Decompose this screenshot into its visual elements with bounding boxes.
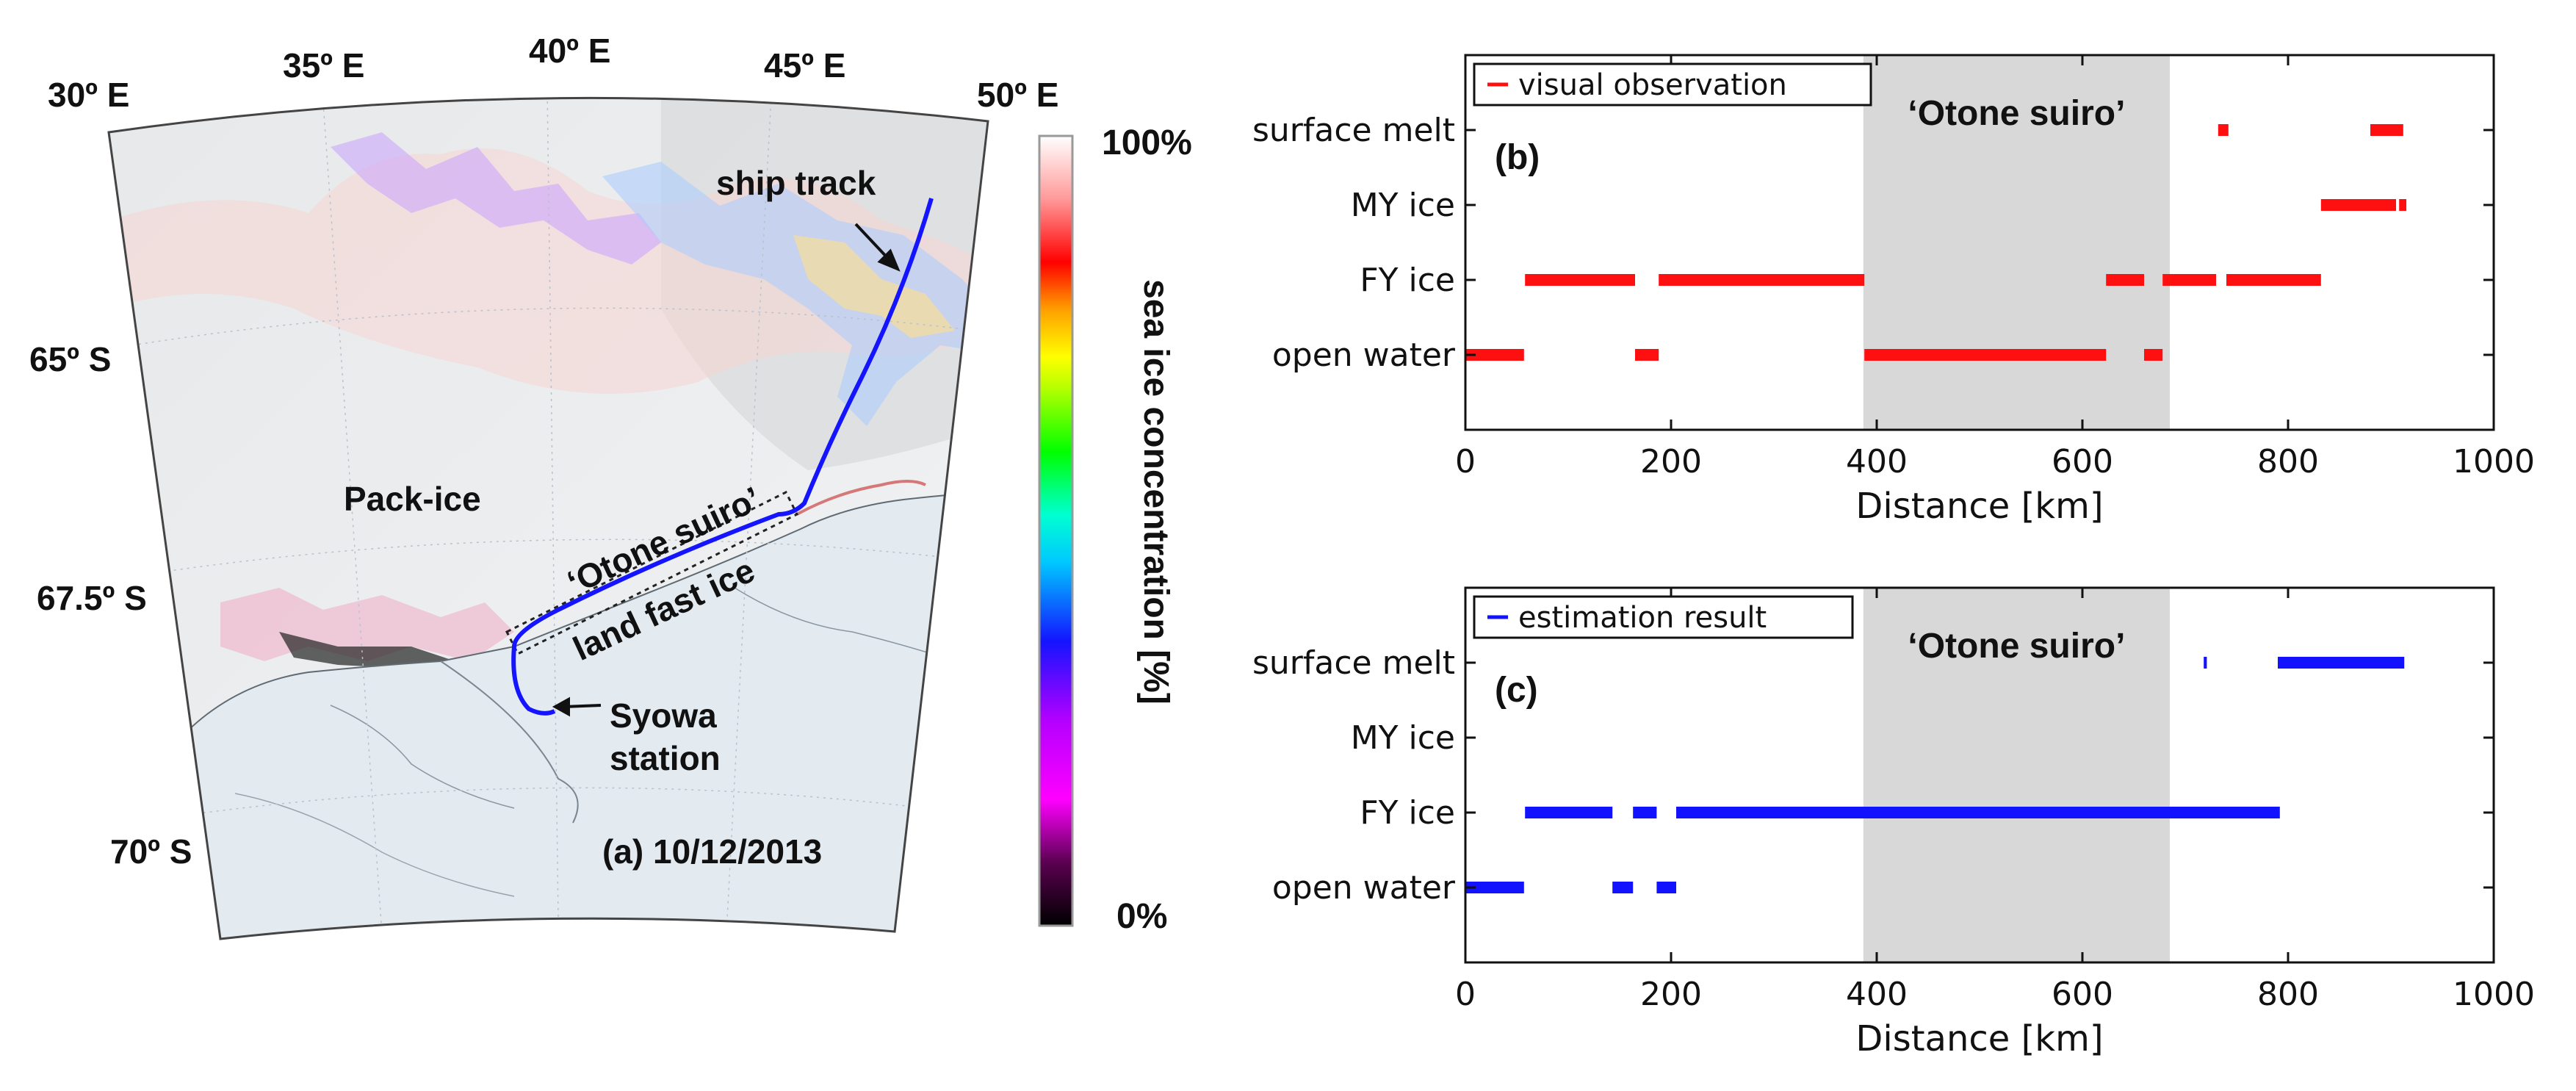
panel-a-label: (a) 10/12/2013 bbox=[602, 832, 822, 871]
lon-label-50: 50º E bbox=[977, 76, 1058, 114]
lat-label-70: 70º S bbox=[110, 832, 192, 871]
pb-xtick-label: 0 bbox=[1455, 443, 1476, 480]
coast-detail-3 bbox=[734, 587, 956, 662]
pc-xtick-label: 800 bbox=[2257, 976, 2319, 1013]
map-image bbox=[109, 98, 988, 940]
pb-otone-label: ‘Otone suiro’ bbox=[1908, 94, 2125, 133]
pc-segment bbox=[2204, 657, 2207, 669]
pc-ytick-label: surface melt bbox=[1252, 644, 1455, 682]
pb-legend-box bbox=[1473, 62, 1872, 107]
pc-panel-label: (c) bbox=[1495, 671, 1538, 710]
miz-pixels-2 bbox=[602, 162, 988, 426]
pc-segment bbox=[1525, 807, 1613, 818]
syowa-arrowhead bbox=[552, 696, 570, 717]
pc-segment bbox=[1656, 882, 1676, 893]
pb-segment bbox=[2106, 274, 2144, 286]
ship-track-line bbox=[511, 198, 934, 716]
lon-label-35: 35º E bbox=[283, 46, 364, 84]
pb-segment bbox=[2218, 124, 2229, 136]
pb-segment bbox=[2162, 274, 2216, 286]
lon-label-30: 30º E bbox=[48, 76, 129, 114]
coastal-dark-water bbox=[279, 632, 455, 669]
pb-otone-shade bbox=[1863, 55, 2170, 430]
pc-xlabel: Distance [km] bbox=[1855, 1018, 2103, 1059]
pb-xtick-label: 600 bbox=[2052, 443, 2113, 480]
pc-xtick-label: 400 bbox=[1846, 976, 1908, 1013]
colorbar-max-label: 100% bbox=[1102, 123, 1192, 162]
colorbar: 100% 0% sea ice concentration [%] bbox=[1038, 123, 1192, 936]
pc-legend-box bbox=[1473, 595, 1854, 639]
pc-xtick-label: 200 bbox=[1640, 976, 1702, 1013]
colorbar-min-label: 0% bbox=[1116, 897, 1167, 936]
otone-suiro-box bbox=[505, 490, 799, 656]
syowa-label-1: Syowa bbox=[610, 696, 717, 735]
pb-plot-frame bbox=[1464, 54, 2495, 431]
panel-c-chart: ‘Otone suiro’ surface melt MY ice FY ice ope… bbox=[1252, 586, 2535, 1059]
pack-ice-label: Pack-ice bbox=[344, 480, 481, 518]
pc-ytick-label: FY ice bbox=[1360, 794, 1455, 832]
coast-detail-1 bbox=[440, 660, 579, 824]
map-axis-labels: 30º E 35º E 40º E 45º E 50º E 65º S 67.5… bbox=[29, 32, 1058, 871]
pc-xtick-label: 1000 bbox=[2453, 976, 2535, 1013]
pb-segment bbox=[1525, 274, 1635, 286]
pb-xtick-label: 800 bbox=[2257, 443, 2319, 480]
pb-segment bbox=[2370, 124, 2403, 136]
ship-track-arrowhead bbox=[877, 248, 901, 272]
pb-ytick-label: open water bbox=[1272, 336, 1456, 374]
coastline bbox=[183, 492, 988, 735]
miz-pixels-1 bbox=[331, 132, 661, 264]
pb-legend-label: visual observation bbox=[1518, 68, 1787, 102]
pb-segment bbox=[1635, 349, 1659, 361]
map-panel: 30º E 35º E 40º E 45º E 50º E 65º S 67.5… bbox=[29, 32, 1192, 940]
pb-segment bbox=[2320, 199, 2396, 211]
pc-plot-frame bbox=[1464, 586, 2495, 964]
antarctic-land bbox=[184, 492, 988, 940]
arrows bbox=[552, 223, 901, 717]
panel-b-chart: ‘Otone suiro’ surface melt MY ice FY ice ope… bbox=[1252, 54, 2535, 527]
pb-ytick-label: MY ice bbox=[1351, 187, 1455, 224]
lon-label-40: 40º E bbox=[529, 32, 610, 70]
coast-detail-2 bbox=[330, 705, 515, 809]
pc-segment bbox=[1676, 807, 2280, 818]
pc-ytick-label: MY ice bbox=[1351, 719, 1455, 757]
pb-xtick-label: 400 bbox=[1846, 443, 1908, 480]
ship-track-arrow bbox=[854, 223, 892, 262]
graticule bbox=[131, 98, 978, 934]
pb-segment bbox=[2144, 349, 2163, 361]
colorbar-title: sea ice concentration [%] bbox=[1136, 279, 1175, 705]
pb-xlabel: Distance [km] bbox=[1855, 486, 2103, 527]
fast-ice-edge bbox=[796, 480, 926, 516]
coast-detail-4 bbox=[234, 793, 515, 897]
pc-segment bbox=[1465, 882, 1524, 893]
pc-otone-shade bbox=[1863, 588, 2170, 962]
pb-ytick-label: FY ice bbox=[1360, 262, 1455, 299]
pb-xtick-label: 200 bbox=[1640, 443, 1702, 480]
pb-segment bbox=[1659, 274, 1865, 286]
syowa-label-2: station bbox=[610, 739, 721, 777]
pc-segment bbox=[1633, 807, 1657, 818]
pc-xtick-label: 0 bbox=[1455, 976, 1476, 1013]
pc-ytick-label: open water bbox=[1272, 869, 1456, 907]
lat-label-65: 65º S bbox=[29, 340, 111, 378]
pc-segment bbox=[2278, 657, 2405, 669]
pc-legend-label: estimation result bbox=[1518, 601, 1767, 635]
pb-panel-label: (b) bbox=[1495, 138, 1540, 177]
pb-segment bbox=[2226, 274, 2321, 286]
syowa-arrow bbox=[563, 704, 602, 708]
lat-label-67-5: 67.5º S bbox=[37, 579, 147, 617]
pb-segment bbox=[1465, 349, 1524, 361]
pb-segment bbox=[1864, 349, 2107, 361]
ship-track-label: ship track bbox=[716, 164, 876, 202]
miz-pixels-3 bbox=[793, 235, 955, 338]
pb-ytick-label: surface melt bbox=[1252, 112, 1455, 149]
colorbar-gradient bbox=[1038, 134, 1074, 927]
pc-otone-label: ‘Otone suiro’ bbox=[1908, 627, 2125, 666]
pc-xtick-label: 600 bbox=[2052, 976, 2113, 1013]
pb-xtick-label: 1000 bbox=[2453, 443, 2535, 480]
map-frame bbox=[107, 96, 989, 940]
lon-label-45: 45º E bbox=[764, 46, 845, 84]
pb-segment bbox=[2399, 199, 2406, 211]
pc-segment bbox=[1612, 882, 1634, 893]
